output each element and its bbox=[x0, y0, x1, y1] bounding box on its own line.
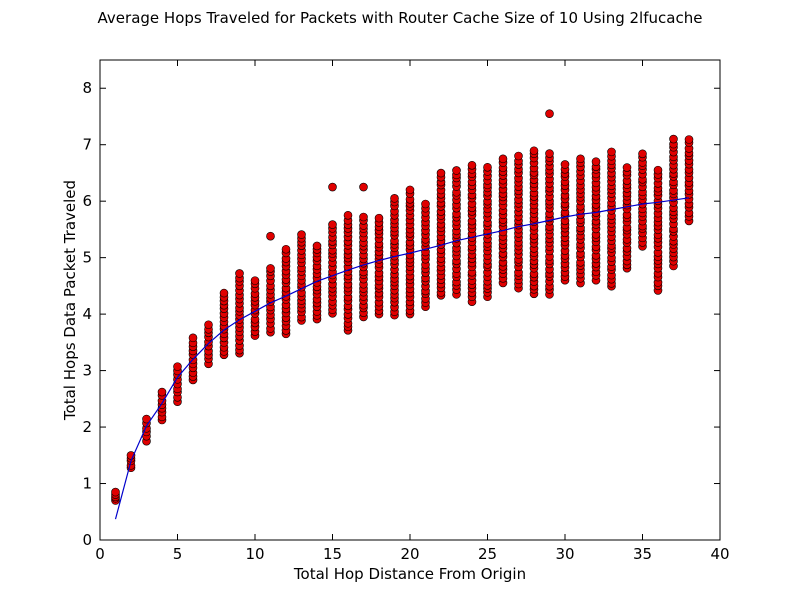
data-point bbox=[188, 333, 198, 343]
y-axis: 0 1 2 3 4 5 6 7 8 bbox=[82, 79, 720, 549]
x-tick-label: 35 bbox=[633, 545, 652, 563]
data-point bbox=[529, 146, 539, 156]
data-point bbox=[250, 276, 260, 285]
points-layer bbox=[111, 109, 694, 505]
data-point bbox=[483, 162, 492, 172]
data-point bbox=[374, 213, 384, 223]
data-point bbox=[328, 220, 337, 229]
y-tick-label: 6 bbox=[82, 192, 92, 210]
data-point bbox=[390, 194, 399, 203]
data-point bbox=[173, 362, 182, 371]
data-point bbox=[545, 109, 554, 118]
y-tick-label: 1 bbox=[82, 475, 92, 493]
data-point bbox=[622, 163, 632, 172]
x-axis: 0 5 10 15 20 25 30 35 40 bbox=[95, 60, 730, 563]
data-point bbox=[297, 230, 306, 239]
data-point bbox=[684, 135, 694, 144]
chart-title: Average Hops Traveled for Packets with R… bbox=[98, 9, 703, 27]
x-axis-label: Total Hop Distance From Origin bbox=[293, 565, 526, 583]
data-point bbox=[669, 134, 678, 144]
data-point bbox=[157, 387, 167, 397]
fit-line-layer bbox=[114, 197, 690, 520]
x-tick-label: 40 bbox=[710, 545, 729, 563]
x-tick-label: 30 bbox=[555, 545, 574, 563]
x-tick-label: 5 bbox=[173, 545, 183, 563]
data-point bbox=[591, 157, 601, 166]
y-tick-label: 5 bbox=[82, 249, 92, 267]
y-tick-label: 3 bbox=[82, 362, 92, 380]
data-point bbox=[328, 182, 337, 192]
data-point bbox=[560, 160, 570, 169]
x-tick-label: 15 bbox=[323, 545, 342, 563]
y-tick-label: 8 bbox=[82, 79, 92, 97]
average-line bbox=[114, 197, 690, 520]
x-tick-label: 10 bbox=[245, 545, 264, 563]
data-point bbox=[467, 160, 477, 170]
data-point bbox=[421, 199, 430, 209]
x-tick-label: 0 bbox=[95, 545, 105, 563]
data-point bbox=[545, 149, 554, 158]
data-point bbox=[359, 182, 368, 192]
data-point bbox=[219, 288, 229, 298]
data-point bbox=[653, 165, 663, 175]
y-tick-label: 7 bbox=[82, 136, 92, 154]
data-point bbox=[142, 414, 151, 424]
data-point bbox=[312, 241, 322, 251]
data-point bbox=[638, 149, 647, 159]
data-point bbox=[576, 154, 585, 164]
data-point bbox=[498, 154, 508, 164]
data-point bbox=[452, 166, 461, 175]
x-tick-label: 20 bbox=[400, 545, 419, 563]
data-point bbox=[235, 269, 244, 278]
y-axis-label: Total Hops Data Packet Traveled bbox=[61, 180, 79, 421]
y-tick-label: 2 bbox=[82, 418, 92, 436]
data-point bbox=[607, 147, 616, 157]
data-point bbox=[514, 151, 523, 161]
data-point bbox=[359, 212, 368, 222]
data-point bbox=[266, 231, 275, 241]
y-tick-label: 0 bbox=[82, 531, 92, 549]
data-point bbox=[266, 264, 275, 273]
data-point bbox=[343, 210, 353, 220]
data-point bbox=[281, 244, 291, 254]
data-point bbox=[204, 320, 213, 330]
data-point bbox=[436, 168, 446, 178]
y-tick-label: 4 bbox=[82, 305, 92, 323]
data-point bbox=[111, 487, 120, 497]
x-tick-label: 25 bbox=[478, 545, 497, 563]
data-point bbox=[405, 185, 415, 195]
